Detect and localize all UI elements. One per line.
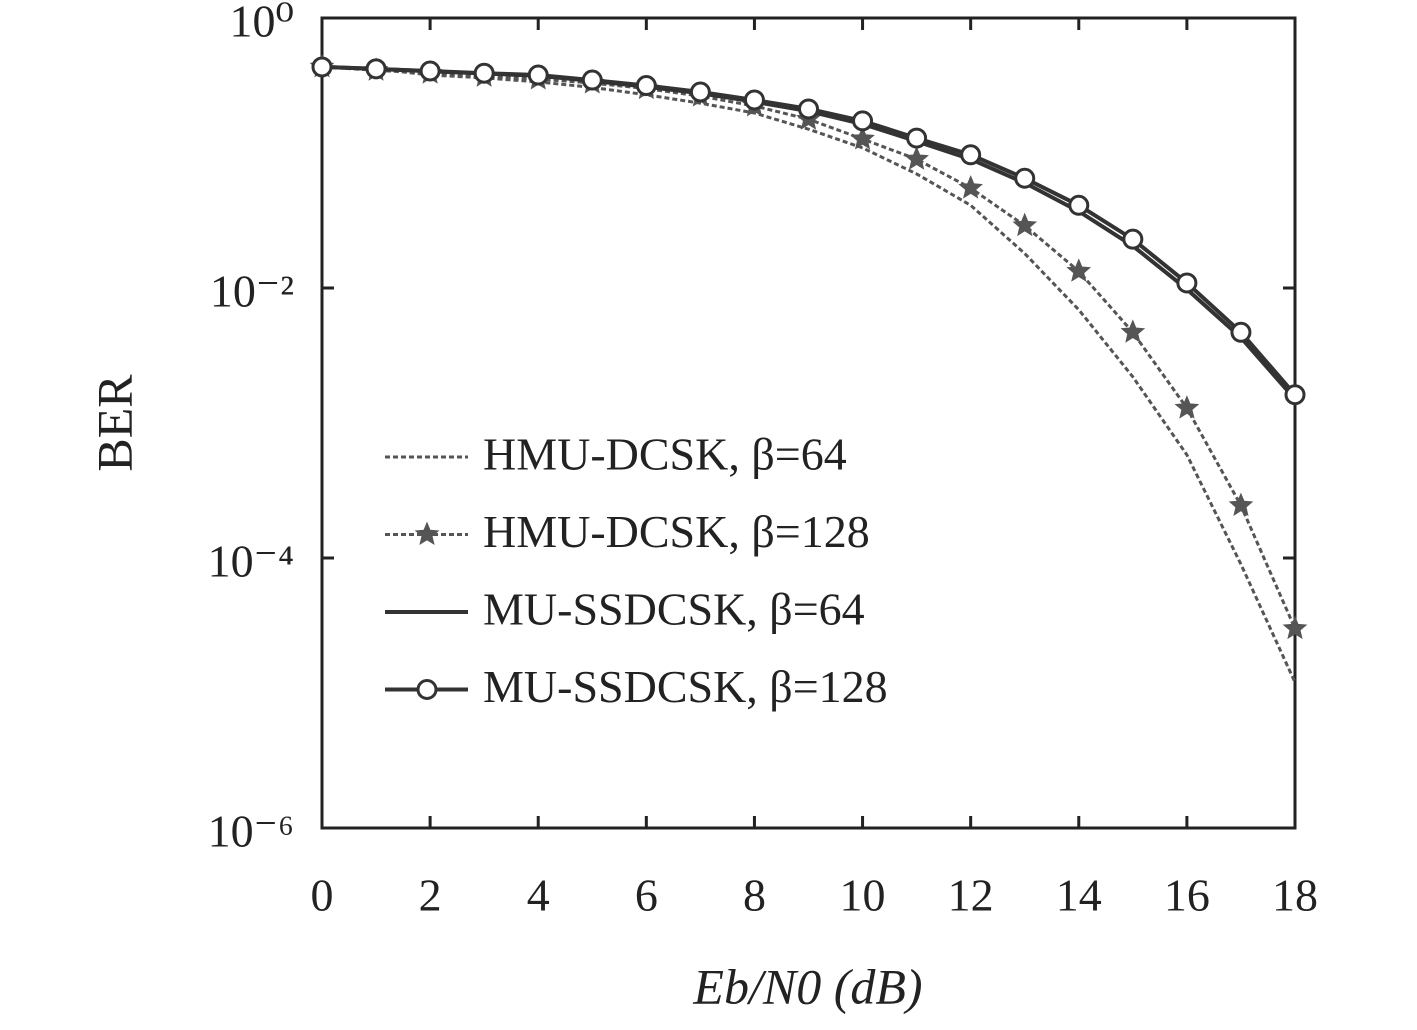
marker (958, 175, 983, 199)
marker (743, 89, 765, 111)
plot-frame (320, 16, 1297, 830)
marker (419, 60, 441, 82)
marker (1012, 212, 1038, 237)
x-axis-label: Eb/N0 (dB) (692, 958, 922, 1014)
marker (798, 98, 819, 120)
marker (1282, 615, 1308, 640)
marker (689, 81, 711, 103)
marker (1176, 272, 1198, 294)
marker (635, 75, 657, 97)
x-tick-label: 0 (311, 870, 334, 921)
x-tick-label: 12 (948, 870, 994, 921)
y-tick-label: 10⁰ (230, 0, 294, 47)
x-tick-label: 10 (840, 870, 886, 921)
y-tick-label: 10⁻⁴ (208, 536, 294, 587)
legend-label: HMU-DCSK, β=64 (483, 429, 847, 480)
x-tick-label: 18 (1272, 870, 1318, 921)
marker (311, 56, 333, 78)
marker (906, 127, 928, 149)
marker (1066, 258, 1092, 282)
marker (1284, 384, 1306, 406)
marker (852, 110, 874, 132)
marker (473, 62, 495, 84)
marker (1228, 492, 1254, 516)
legend-marker (414, 521, 440, 545)
marker (1014, 167, 1036, 189)
legend-marker (416, 679, 438, 700)
marker (1174, 395, 1200, 419)
marker (365, 58, 387, 80)
marker (1230, 321, 1252, 343)
x-tick-label: 8 (743, 870, 766, 921)
x-tick-label: 14 (1056, 870, 1102, 921)
y-tick-label: 10⁻⁶ (208, 806, 294, 857)
legend-label: MU-SSDCSK, β=64 (483, 584, 865, 635)
marker (960, 144, 982, 166)
legend-label: HMU-DCSK, β=128 (483, 506, 870, 557)
marker (581, 69, 603, 91)
marker (1122, 228, 1144, 250)
x-tick-label: 2 (419, 870, 442, 921)
x-tick-label: 4 (527, 870, 550, 921)
marker (527, 64, 549, 86)
x-tick-label: 6 (635, 870, 658, 921)
y-tick-label: 10⁻² (210, 266, 294, 317)
y-axis-label: BER (86, 374, 142, 472)
marker (904, 146, 929, 170)
marker (1068, 194, 1090, 216)
x-tick-label: 16 (1164, 870, 1210, 921)
marker (1120, 319, 1146, 343)
marker (850, 126, 875, 150)
legend-label: MU-SSDCSK, β=128 (483, 661, 888, 712)
